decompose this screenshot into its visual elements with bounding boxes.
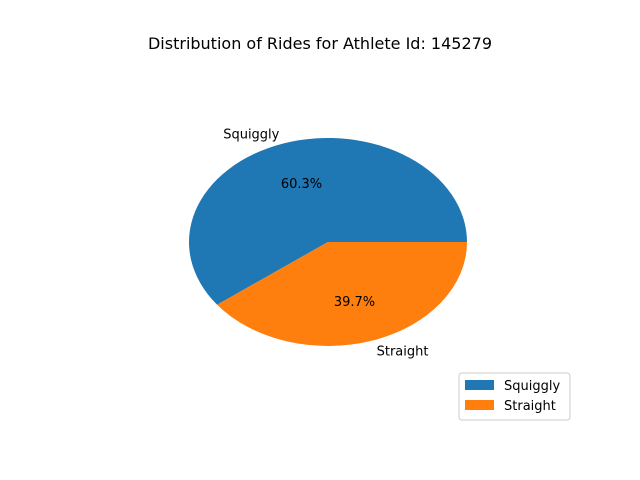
pie-slice-straight [217,242,467,347]
slice-percent-squiggly: 60.3% [281,177,322,192]
slice-percent-straight: 39.7% [334,295,375,310]
legend-swatch-straight [465,400,494,410]
slice-category-labels: Squiggly Straight [223,128,428,360]
legend: Squiggly Straight [458,372,571,421]
slice-label-squiggly: Squiggly [223,128,279,143]
legend-swatch-squiggly [465,380,494,390]
pie-slice-squiggly [189,138,468,305]
pie-slices [189,138,468,347]
slice-label-straight: Straight [377,344,429,359]
legend-label-straight: Straight [504,399,556,414]
slice-percent-labels: 60.3% 39.7% [281,177,375,310]
legend-label-squiggly: Squiggly [504,379,560,394]
chart-title: Distribution of Rides for Athlete Id: 14… [148,34,492,53]
